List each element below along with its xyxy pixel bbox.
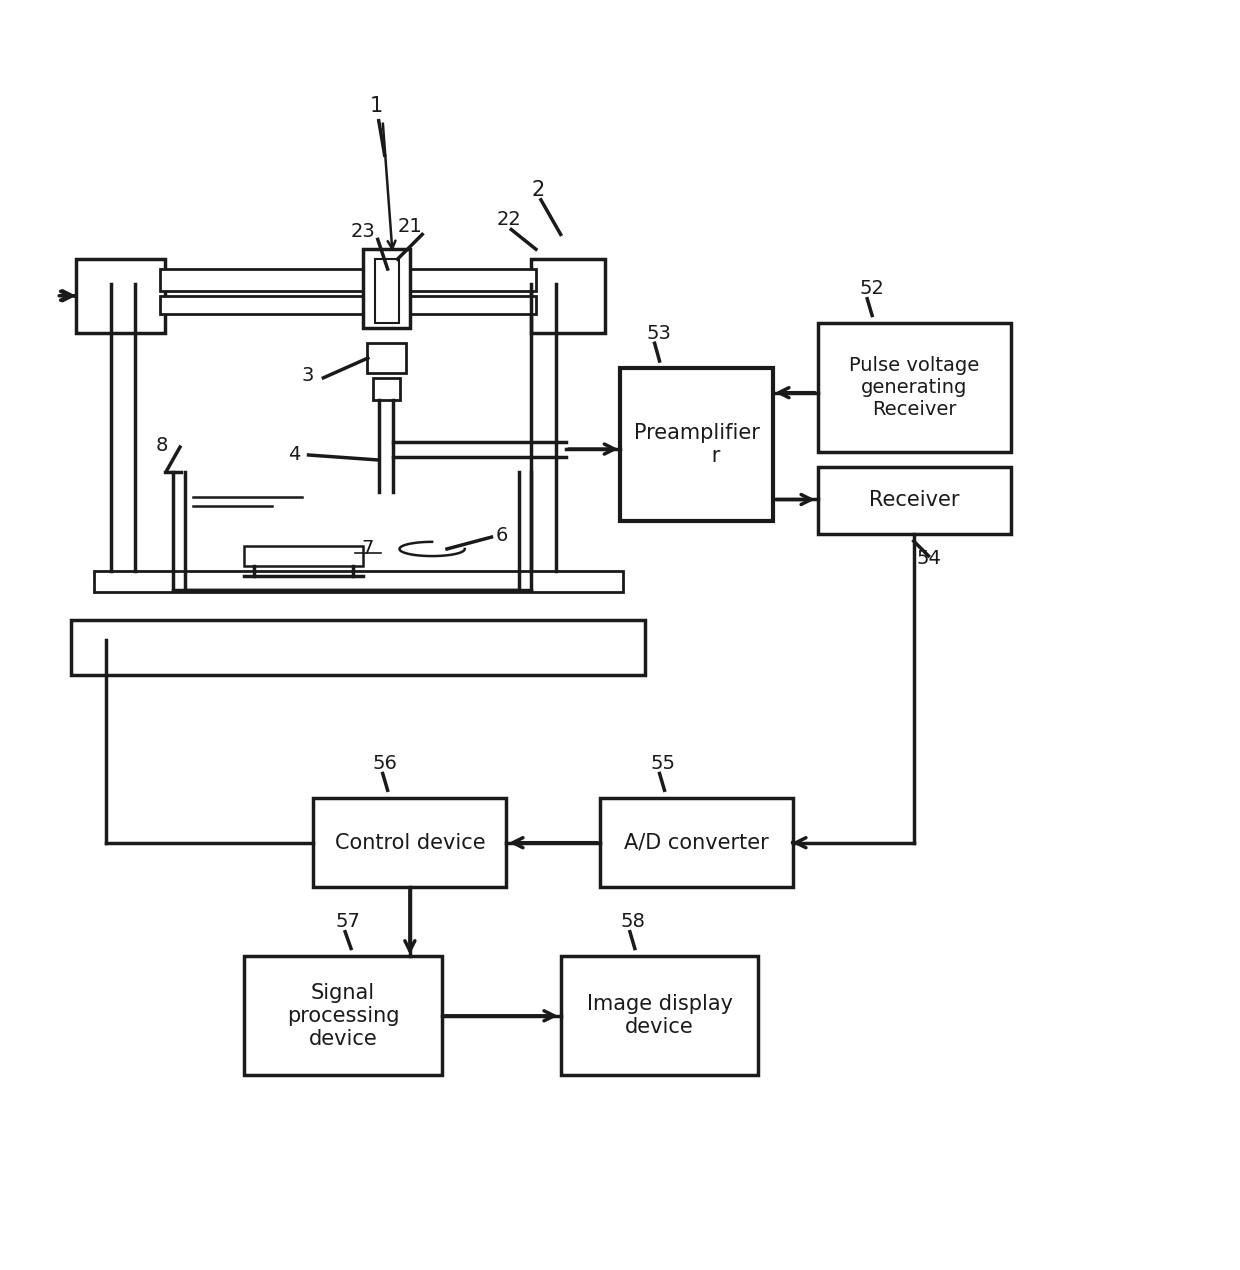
- Text: 3: 3: [301, 366, 314, 385]
- Bar: [560, 956, 759, 1076]
- Bar: [620, 368, 774, 521]
- Bar: [160, 269, 536, 291]
- Text: 8: 8: [155, 436, 167, 455]
- Text: Preamplifier
      r: Preamplifier r: [634, 423, 760, 466]
- Bar: [531, 259, 605, 333]
- Text: 22: 22: [496, 210, 521, 229]
- Bar: [76, 259, 165, 333]
- Bar: [94, 570, 622, 593]
- Bar: [244, 956, 441, 1076]
- Text: 2: 2: [531, 180, 544, 199]
- Bar: [373, 378, 401, 400]
- Bar: [817, 324, 1011, 452]
- Text: 7: 7: [362, 540, 374, 559]
- Bar: [71, 620, 645, 674]
- Bar: [817, 467, 1011, 535]
- Text: 4: 4: [288, 444, 300, 464]
- Text: 57: 57: [335, 912, 360, 931]
- Text: 1: 1: [370, 95, 383, 116]
- Bar: [244, 546, 363, 565]
- Bar: [374, 259, 399, 324]
- Text: 56: 56: [373, 754, 398, 773]
- Text: 58: 58: [620, 912, 645, 931]
- Bar: [600, 799, 794, 888]
- Bar: [363, 249, 410, 329]
- Text: 54: 54: [916, 550, 941, 569]
- Text: Image display
device: Image display device: [587, 994, 733, 1038]
- Bar: [160, 296, 536, 314]
- Text: A/D converter: A/D converter: [624, 833, 769, 852]
- Bar: [314, 799, 506, 888]
- Text: Control device: Control device: [335, 833, 485, 852]
- Text: 52: 52: [859, 279, 884, 298]
- Bar: [367, 343, 407, 373]
- Text: 21: 21: [398, 217, 423, 236]
- Text: Signal
processing
device: Signal processing device: [286, 983, 399, 1049]
- Text: Receiver: Receiver: [869, 490, 960, 511]
- Text: 6: 6: [496, 526, 508, 545]
- Text: Pulse voltage
generating
Receiver: Pulse voltage generating Receiver: [849, 356, 980, 419]
- Text: 53: 53: [647, 324, 672, 343]
- Text: 23: 23: [351, 222, 376, 241]
- Text: 55: 55: [651, 754, 676, 773]
